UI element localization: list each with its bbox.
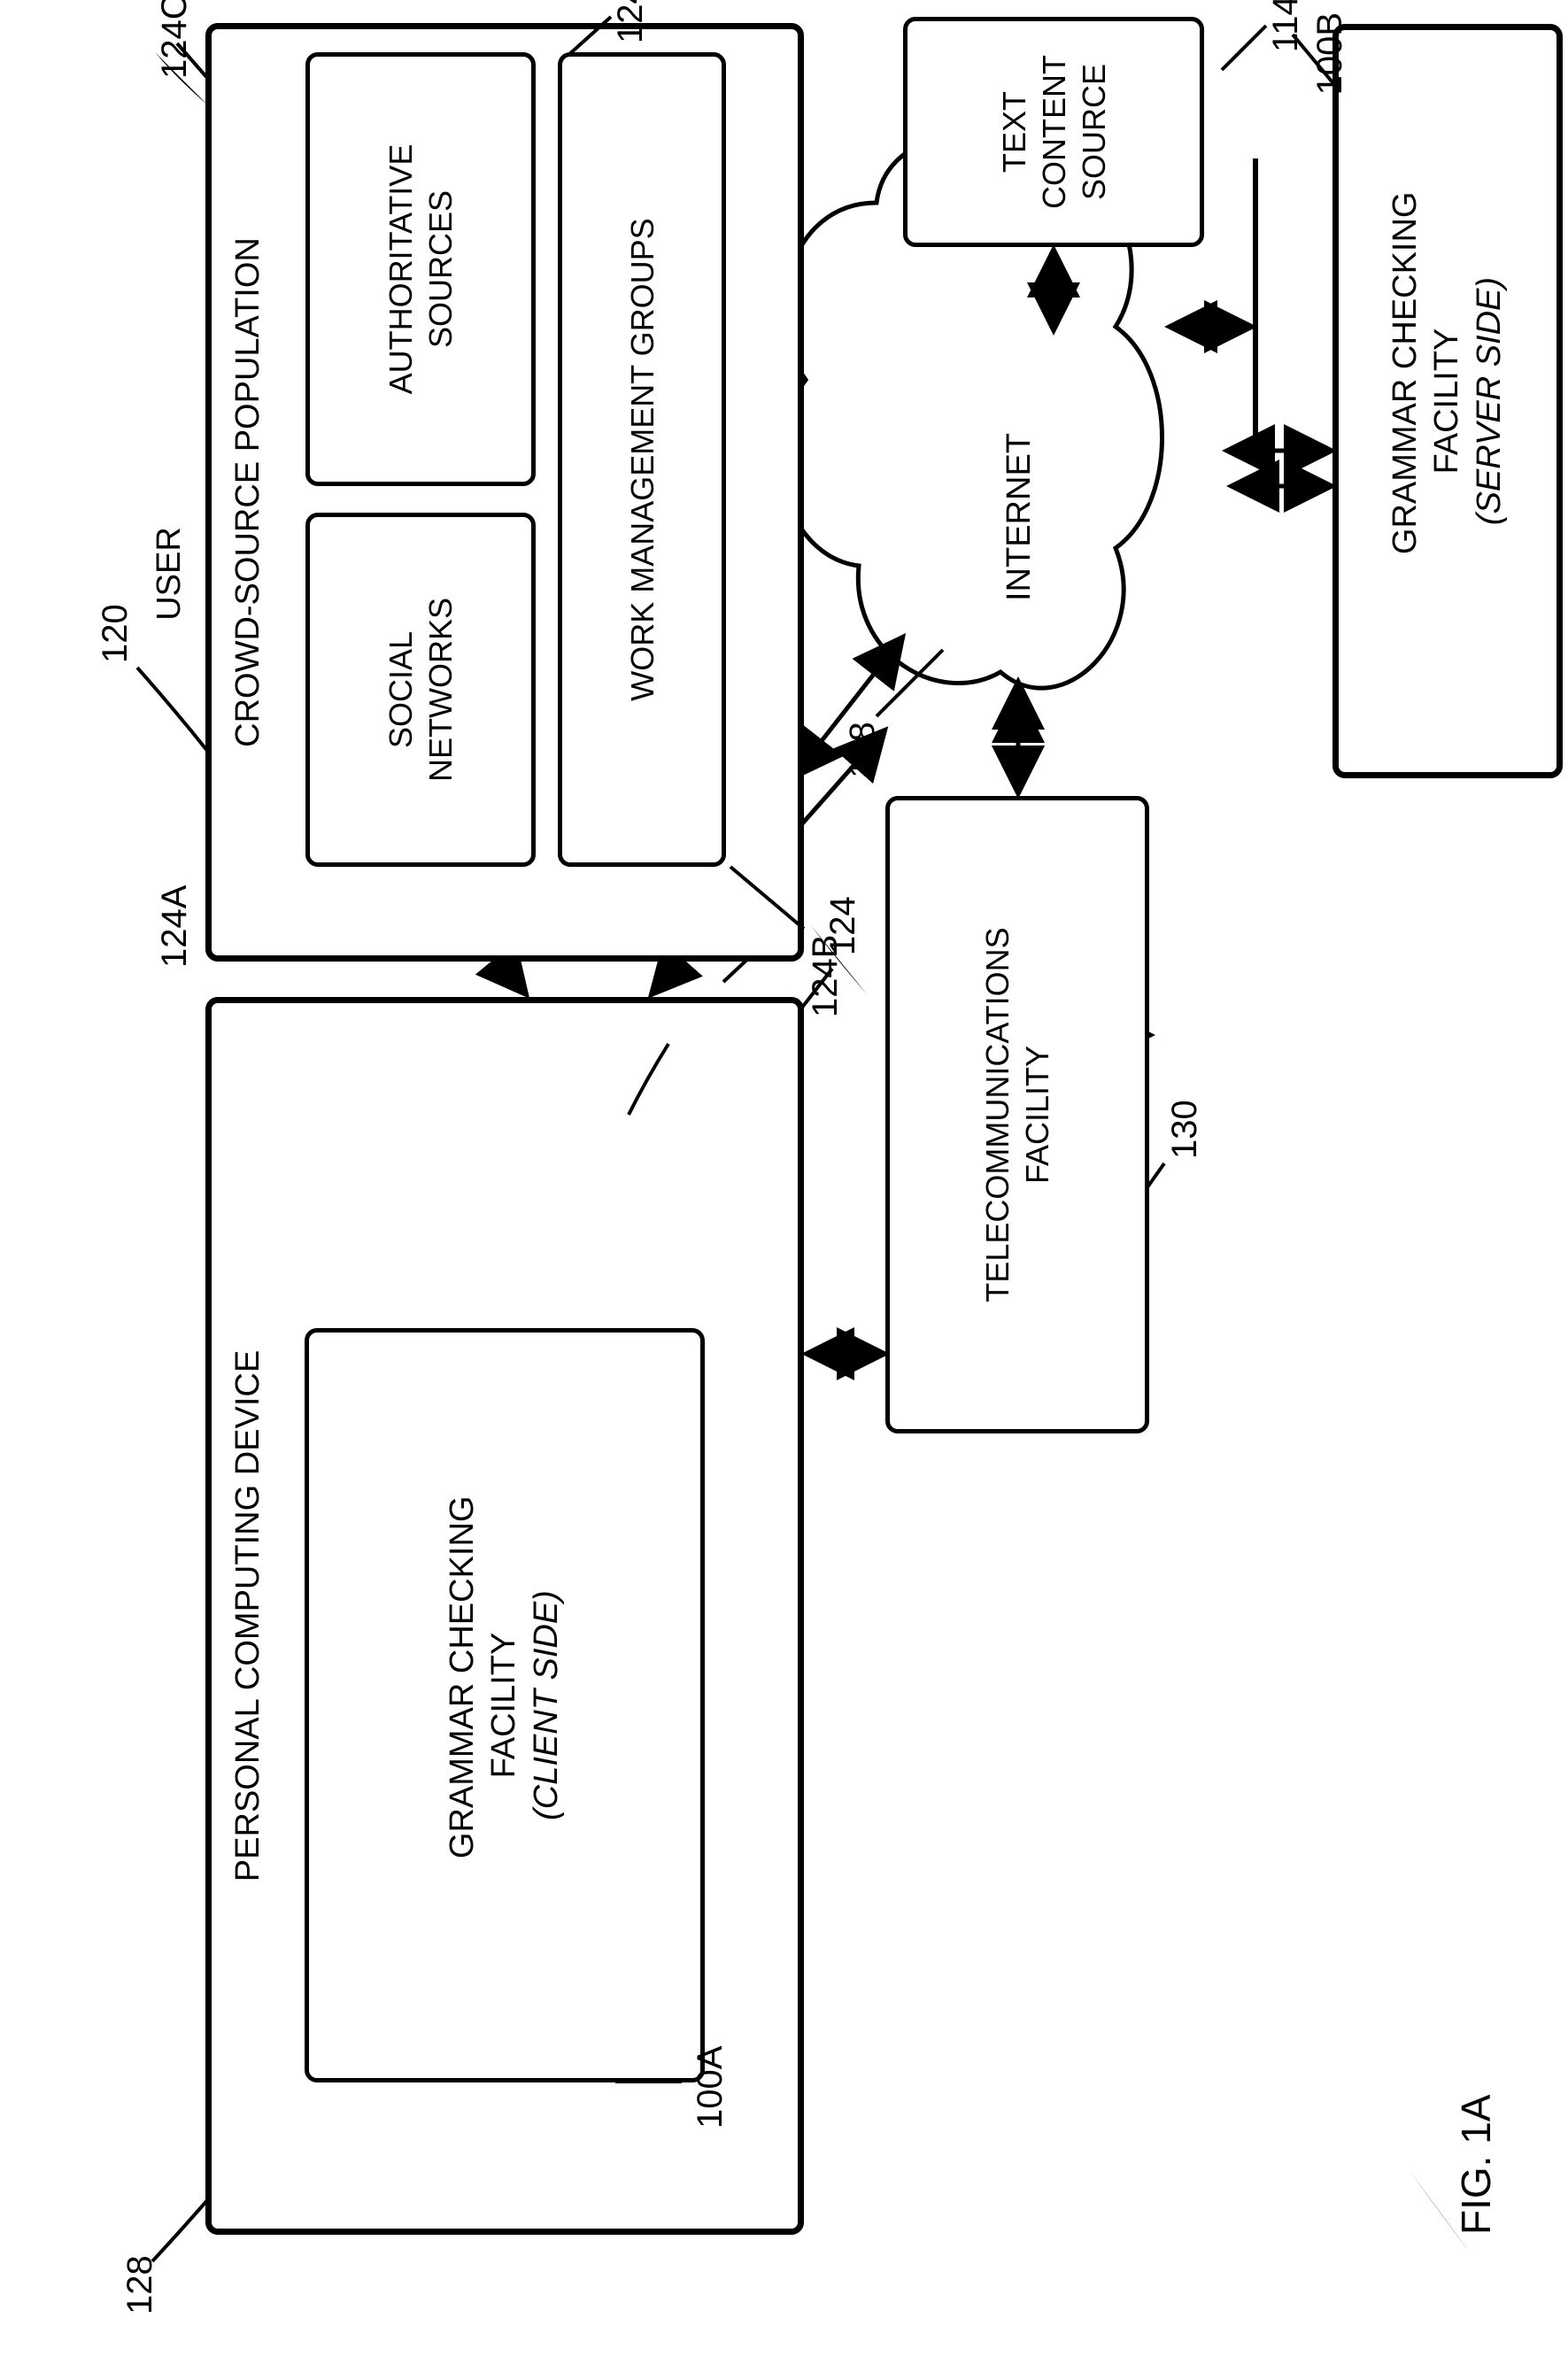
callout-130: 130 <box>1165 1100 1205 1159</box>
callout-100b: 100B <box>1310 12 1350 95</box>
callout-124a: 124A <box>155 885 195 968</box>
node-work-label: WORK MANAGEMENT GROUPS <box>622 218 662 700</box>
callout-118: 118 <box>843 722 883 778</box>
node-auth-label: AUTHORITATIVESOURCES <box>381 144 460 395</box>
leader-114 <box>1222 26 1266 70</box>
callout-120: 120 <box>96 604 135 663</box>
node-auth: AUTHORITATIVESOURCES <box>305 52 536 486</box>
node-text-content-source-net: TEXTCONTENTSOURCE <box>903 17 1204 247</box>
node-telecom-label: TELECOMMUNICATIONSFACILITY <box>977 927 1057 1302</box>
node-work: WORK MANAGEMENT GROUPS <box>558 52 726 867</box>
callout-114: 114 <box>1266 0 1306 52</box>
callout-124b2: 124B <box>806 935 846 1017</box>
node-gcf-server: GRAMMAR CHECKINGFACILITY(SERVER SIDE) <box>1332 24 1563 778</box>
node-user-label: USER <box>151 332 189 815</box>
node-cloud-label: INTERNET <box>1000 433 1039 601</box>
node-pcd-label: PERSONAL COMPUTING DEVICE <box>228 1350 270 1881</box>
node-gcf-server-label: GRAMMAR CHECKINGFACILITY(SERVER SIDE) <box>1342 192 1553 611</box>
node-social: SOCIALNETWORKS <box>305 513 536 867</box>
callout-124c: 124C <box>155 0 195 79</box>
node-tcs-net-real <box>938 264 939 265</box>
figure-caption: FIG. 1A <box>1452 2095 1500 2235</box>
node-tcs-net <box>1253 158 1258 451</box>
node-social-label: SOCIALNETWORKS <box>381 598 460 782</box>
node-csp-label: CROWD-SOURCE POPULATION <box>228 237 270 747</box>
node-telecom: TELECOMMUNICATIONSFACILITY <box>885 796 1149 1433</box>
callout-128: 128 <box>120 2255 160 2314</box>
callout-124d: 124D <box>611 0 651 43</box>
node-gcf-client-label: GRAMMAR CHECKINGFACILITY(CLIENT SIDE) <box>399 1496 610 1915</box>
callout-100a: 100A <box>691 2046 730 2129</box>
node-tcs-net-label: TEXTCONTENTSOURCE <box>994 55 1114 209</box>
node-gcf-client: GRAMMAR CHECKINGFACILITY(CLIENT SIDE) <box>305 1328 705 2082</box>
